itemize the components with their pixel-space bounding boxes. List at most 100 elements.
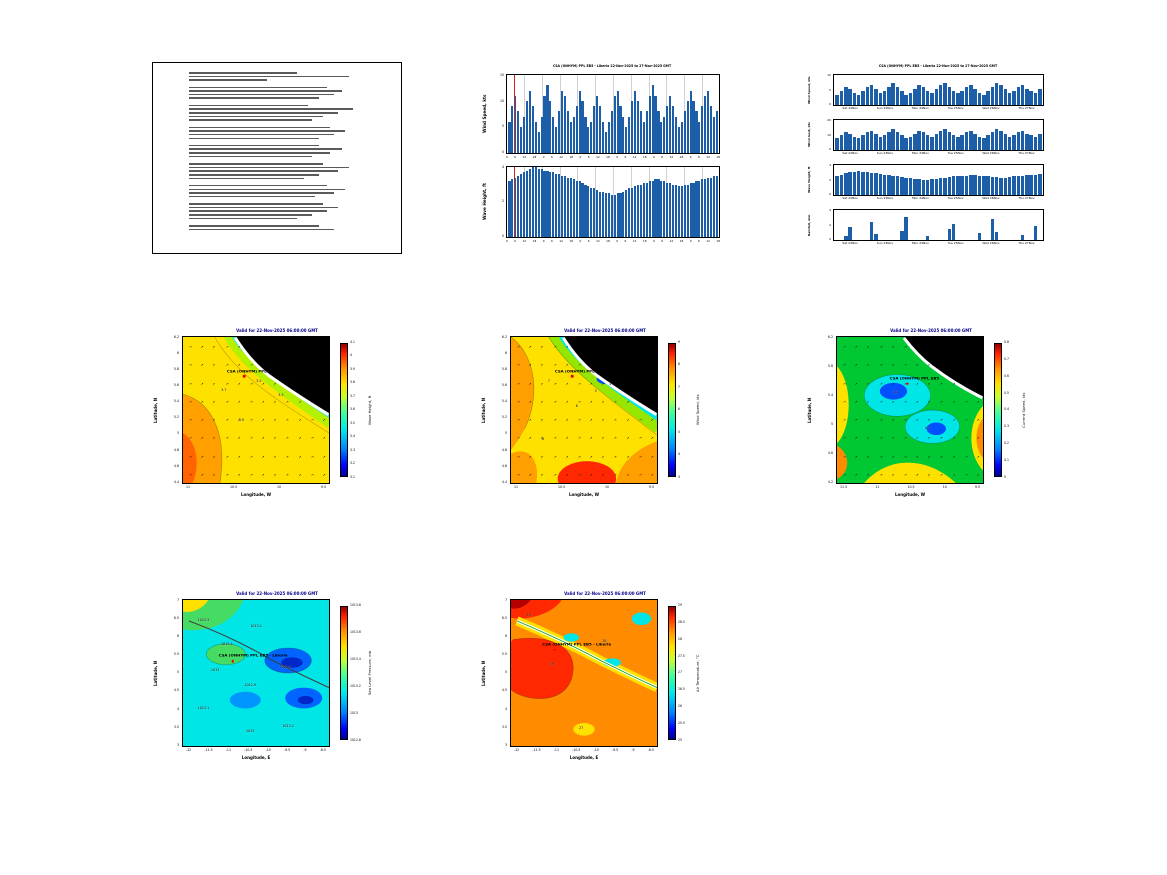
- bar: [1029, 91, 1033, 105]
- vector-arrow-icon: →: [260, 472, 266, 478]
- x-tick-label: -8.5: [319, 748, 326, 752]
- vector-arrow-icon: →: [964, 472, 968, 478]
- x-tick-label: -8.5: [647, 748, 654, 752]
- bar: [698, 181, 701, 237]
- vector-arrow-icon: →: [285, 399, 290, 405]
- site-label: CSA (ONHYM) PPL EB5: [554, 368, 605, 374]
- vector-arrow-icon: →: [188, 363, 193, 368]
- x-tick-label: 12: [632, 155, 637, 159]
- vector-arrow-icon: →: [577, 436, 582, 441]
- contour-label: 0.3: [924, 425, 931, 430]
- vector-arrow-icon: →: [600, 399, 606, 405]
- bar: [917, 179, 921, 195]
- bar: [560, 90, 564, 153]
- bar: [683, 184, 686, 237]
- bar: [977, 175, 982, 195]
- y-tick-label: 6: [176, 634, 179, 639]
- vector-arrow-icon: →: [842, 399, 847, 405]
- bar: [563, 175, 567, 237]
- vector-arrow-icon: →: [321, 436, 327, 442]
- bar: [1012, 176, 1016, 195]
- report-text-line: [189, 213, 312, 216]
- vector-arrow-icon: →: [878, 363, 883, 368]
- bar: [581, 101, 584, 153]
- y-tick-label: 4.4: [173, 479, 179, 484]
- bar: [596, 95, 599, 153]
- bar: [986, 91, 990, 105]
- colorbar-tick-label: 5: [678, 429, 680, 434]
- vector-arrow-icon: →: [878, 344, 883, 350]
- vector-arrow-icon: →: [865, 454, 871, 460]
- vector-arrow-icon: →: [564, 399, 570, 405]
- bar: [639, 184, 643, 237]
- report-text-line: [189, 224, 320, 227]
- x-tick-label: 12: [706, 239, 710, 243]
- bar: [891, 175, 895, 195]
- bar: [543, 170, 546, 237]
- map-title: Valid for 22-Nov-2025 06:00:00 GMT: [564, 591, 646, 596]
- bar: [707, 90, 710, 153]
- y-tick-label: 5.4: [501, 399, 507, 404]
- contour-label: 1012.9: [244, 682, 256, 687]
- vector-arrow-icon: →: [516, 381, 521, 386]
- bar: [895, 132, 900, 150]
- colorbar-tick-label: 26.5: [678, 687, 685, 692]
- bar: [938, 85, 943, 105]
- wind-speed-subplot: [506, 74, 720, 154]
- bar: [874, 234, 878, 240]
- pressure-field: [183, 600, 329, 746]
- day-label: Sat 22Nov: [842, 106, 858, 110]
- bar: [956, 176, 960, 195]
- y-tick-label: 3: [176, 742, 179, 747]
- vector-arrow-icon: →: [878, 399, 883, 405]
- day-label: Mon 24Nov: [911, 151, 929, 155]
- bar: [1038, 133, 1042, 150]
- y-tick-label: 0: [829, 147, 831, 151]
- bar: [1038, 89, 1042, 105]
- bar: [973, 175, 977, 195]
- y-tick-label: 4.6: [173, 463, 179, 468]
- bar: [686, 184, 689, 237]
- y-axis-label: Latitude, N: [481, 660, 486, 686]
- vector-arrow-icon: →: [224, 454, 229, 460]
- wave-daily-subplot: [833, 164, 1044, 196]
- vector-arrow-icon: →: [188, 454, 193, 459]
- report-text-line: [189, 104, 309, 107]
- y-tick-label: 4: [504, 706, 507, 711]
- daily-forecast-bars-panel: CSA (ONHYM) PPL EB5 - Liberia 22-Nov-202…: [806, 62, 1056, 254]
- bar: [651, 85, 654, 153]
- vector-arrow-icon: →: [903, 454, 908, 459]
- vector-arrow-icon: →: [297, 417, 302, 423]
- map-title: Valid for 22-Nov-2025 06:00:00 GMT: [890, 328, 972, 333]
- contour-label: 1013.4: [221, 641, 233, 646]
- contour-line: [904, 409, 960, 444]
- bar: [555, 127, 558, 153]
- contour-label: 1013.2: [250, 624, 262, 629]
- bar: [604, 132, 607, 153]
- y-tick-label: 5: [504, 670, 507, 675]
- bar: [715, 175, 718, 237]
- y-tick-label: 10: [827, 132, 831, 137]
- x-tick-label: 12: [669, 239, 674, 243]
- bar: [558, 174, 561, 237]
- vector-arrow-icon: →: [588, 472, 594, 478]
- vector-arrow-icon: →: [926, 418, 932, 423]
- report-text-line: [189, 97, 320, 100]
- bar: [1029, 175, 1033, 195]
- colorbar-tick-label: 3.9: [350, 366, 355, 371]
- x-tick-label: 0: [689, 239, 692, 243]
- bar: [956, 93, 960, 105]
- x-tick-label: 0: [579, 239, 582, 243]
- report-text-line: [189, 184, 327, 187]
- report-text-line: [189, 137, 320, 140]
- vector-arrow-icon: →: [310, 417, 314, 423]
- x-tick-label: 11.5: [840, 485, 848, 489]
- bar: [1033, 93, 1038, 105]
- colorbar-tick-label: 7: [678, 384, 680, 389]
- y-tick-label: 0: [501, 149, 504, 154]
- bar: [622, 191, 625, 237]
- vector-arrow-icon: →: [638, 399, 642, 405]
- vector-arrow-icon: →: [297, 436, 302, 442]
- y-tick-label: 4.2: [827, 479, 833, 484]
- colorbar-tick-label: 3.6: [350, 407, 355, 412]
